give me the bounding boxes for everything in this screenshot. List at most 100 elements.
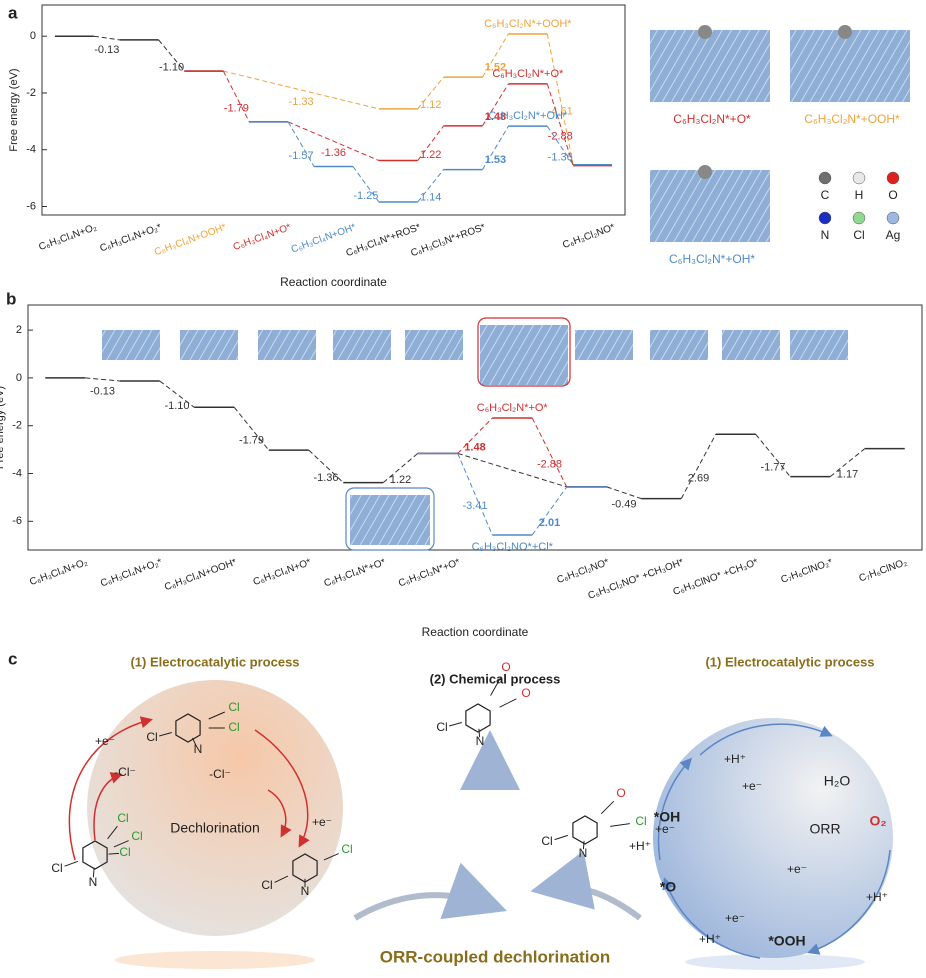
arrow bbox=[657, 757, 693, 861]
arrow bbox=[662, 877, 761, 959]
x-tick-label: C₆H₃ClNO* +CH₃O* bbox=[672, 557, 760, 598]
connector bbox=[159, 380, 195, 408]
shadow bbox=[115, 951, 315, 969]
highlight-box bbox=[477, 317, 571, 387]
highlight-box bbox=[345, 487, 435, 551]
arrow bbox=[530, 850, 642, 921]
x-tick-label: C₆H₃Cl₄N+O₂ bbox=[37, 222, 98, 253]
surface-model bbox=[650, 170, 770, 242]
orr-label: *OOH bbox=[768, 933, 805, 949]
bond bbox=[478, 728, 481, 738]
atom-text: Cl bbox=[131, 829, 142, 843]
atom-text: O bbox=[521, 686, 530, 700]
atom-text: N bbox=[476, 734, 485, 748]
step-label: -2.88 bbox=[537, 458, 562, 470]
x-tick-label: C₇H₆ClNO₂ bbox=[858, 557, 909, 585]
caption: ORR-coupled dechlorination bbox=[380, 947, 610, 966]
level-label: C₆H₃Cl₂N*+OOH* bbox=[484, 18, 572, 30]
step-label: -0.13 bbox=[94, 44, 119, 56]
panel-letter: a bbox=[8, 3, 18, 22]
pyridine-ring bbox=[175, 713, 201, 743]
step-text: -Cl⁻ bbox=[209, 767, 231, 781]
bond bbox=[449, 722, 462, 727]
x-tick-label: C₆H₃Cl₄N+O* bbox=[252, 557, 313, 588]
atom-text: Cl bbox=[635, 814, 646, 828]
process-title: (1) Electrocatalytic process bbox=[705, 654, 874, 669]
connector bbox=[233, 406, 270, 451]
step-label: 1.53 bbox=[485, 154, 506, 166]
cycle-label: ORR bbox=[809, 821, 840, 837]
x-tick-label: C₆H₃Cl₄N+OOH* bbox=[163, 557, 238, 593]
atom-label: C bbox=[821, 188, 830, 202]
arrow bbox=[254, 729, 310, 848]
x-tick-label: C₆H₃Cl₂NO* bbox=[561, 222, 616, 251]
y-tick-label: 0 bbox=[30, 30, 36, 42]
step-label: -1.36 bbox=[548, 151, 573, 163]
y-tick-label: -2 bbox=[26, 87, 36, 99]
step-text: +e⁻ bbox=[95, 734, 115, 748]
bond bbox=[554, 834, 569, 841]
bond bbox=[610, 823, 630, 827]
left-cycle bbox=[87, 680, 343, 936]
step-label: -1.36 bbox=[321, 147, 346, 159]
step-label: -0.13 bbox=[90, 385, 115, 397]
x-tick-label: C₆H₃Cl₃N*+ROS* bbox=[409, 222, 487, 259]
step-label: -1.25 bbox=[353, 190, 378, 202]
atom-text: N bbox=[579, 846, 588, 860]
step-label: 1.22 bbox=[390, 474, 411, 486]
atom-label: N bbox=[821, 228, 830, 242]
atom-text: Cl bbox=[51, 861, 62, 875]
step-label: 1.52 bbox=[485, 61, 506, 73]
atom-label: Cl bbox=[853, 228, 864, 242]
arrow bbox=[93, 772, 123, 841]
connector bbox=[546, 33, 574, 165]
panel-letter: b bbox=[6, 289, 16, 308]
atom-text: O bbox=[501, 660, 510, 674]
y-tick-label: 0 bbox=[16, 372, 22, 384]
bond bbox=[92, 867, 95, 878]
arrow bbox=[807, 849, 891, 955]
x-tick-label: C₆H₃Cl₄N+OOH* bbox=[153, 222, 228, 258]
right-cycle bbox=[653, 718, 893, 958]
connector bbox=[287, 121, 315, 167]
step-label: -1.57 bbox=[289, 150, 314, 162]
surface-thumbnail bbox=[650, 330, 708, 360]
orr-label: +e⁻ bbox=[725, 911, 745, 925]
surface-thumbnail bbox=[333, 330, 391, 360]
level-label: C₆H₃Cl₂N*+O* bbox=[477, 402, 549, 414]
step-label: -1.33 bbox=[289, 96, 314, 108]
atom-text: Cl bbox=[146, 730, 157, 744]
bond bbox=[323, 853, 339, 861]
orr-label: +H⁺ bbox=[629, 839, 651, 853]
arrow bbox=[267, 789, 292, 838]
level-label: C₆H₃Cl₂NO*+Cl* bbox=[472, 541, 554, 553]
y-tick-label: -4 bbox=[12, 467, 22, 479]
connector bbox=[457, 417, 493, 454]
atom-text: N bbox=[194, 742, 203, 756]
connector bbox=[482, 125, 509, 170]
surface-thumbnail bbox=[102, 330, 160, 360]
connector bbox=[457, 453, 493, 536]
y-tick-label: -2 bbox=[12, 420, 22, 432]
arrow bbox=[353, 862, 507, 921]
bond bbox=[192, 737, 197, 746]
atom-text: N bbox=[301, 884, 310, 898]
connector bbox=[482, 83, 509, 127]
bond bbox=[600, 800, 615, 815]
connector bbox=[606, 486, 642, 500]
connector bbox=[546, 83, 574, 166]
connector bbox=[223, 70, 379, 110]
bond bbox=[582, 840, 585, 850]
structure-label: C₆H₃Cl₂N*+OH* bbox=[669, 252, 755, 266]
step-label: -1.10 bbox=[164, 400, 189, 412]
surface-thumbnail bbox=[480, 325, 568, 385]
bond bbox=[499, 698, 517, 708]
connector bbox=[482, 33, 509, 78]
step-label: -3.41 bbox=[462, 500, 487, 512]
shadow bbox=[685, 954, 865, 970]
atom-text: Cl bbox=[117, 811, 128, 825]
atom-swatch bbox=[852, 211, 866, 225]
cycle-label: Dechlorination bbox=[170, 820, 260, 836]
connector bbox=[417, 76, 445, 110]
step-label: 1.12 bbox=[420, 99, 441, 111]
